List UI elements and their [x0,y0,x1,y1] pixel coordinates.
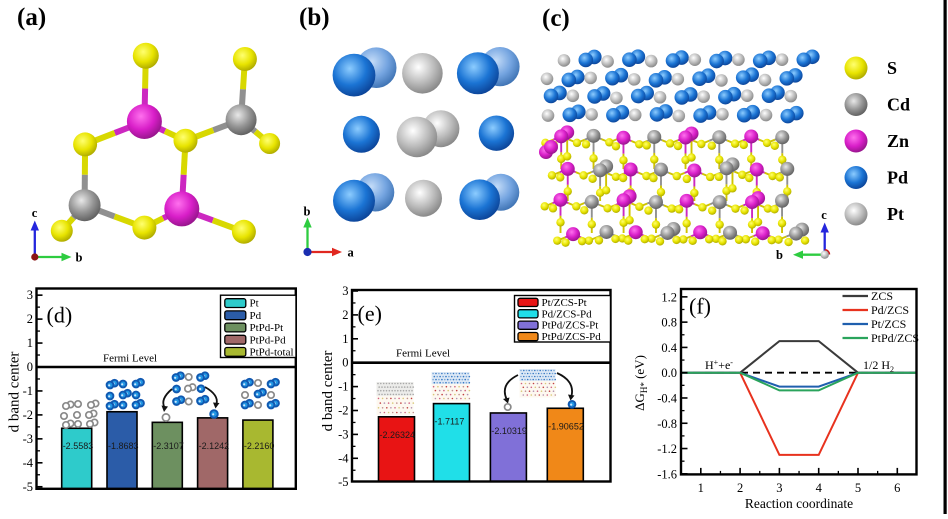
svg-text:(a): (a) [17,4,46,31]
svg-text:3: 3 [342,284,348,298]
svg-text:-3: -3 [23,432,33,446]
svg-text:-1.7117: -1.7117 [435,417,465,427]
svg-text:0: 0 [342,356,348,370]
svg-text:Zn: Zn [887,131,909,151]
svg-text:b: b [304,205,311,219]
svg-text:PtPd-Pt: PtPd-Pt [250,322,284,334]
svg-text:PtPd/ZCS-Pd: PtPd/ZCS-Pd [542,331,602,343]
svg-text:S: S [887,58,897,78]
svg-text:(f): (f) [689,294,711,319]
svg-text:-1.2: -1.2 [657,442,677,456]
svg-text:d band center: d band center [320,351,336,432]
svg-text:Pd: Pd [887,168,908,188]
svg-text:-2: -2 [23,408,33,422]
svg-text:2: 2 [737,481,743,495]
svg-text:-1.6: -1.6 [657,467,677,481]
svg-text:0: 0 [27,360,33,374]
svg-text:PtPd-Pd: PtPd-Pd [250,334,287,346]
svg-text:0.4: 0.4 [661,341,677,355]
svg-text:PtPd/ZCS: PtPd/ZCS [871,331,919,345]
svg-text:Cd: Cd [887,95,910,115]
svg-text:-5: -5 [338,475,348,489]
svg-text:c: c [32,206,38,220]
svg-text:ZCS: ZCS [871,289,893,303]
svg-text:1: 1 [698,481,704,495]
svg-text:PtPd/ZCS-Pt: PtPd/ZCS-Pt [542,320,599,332]
svg-text:0.8: 0.8 [661,316,677,330]
svg-text:6: 6 [894,481,900,495]
svg-text:Pt/ZCS: Pt/ZCS [871,317,906,331]
svg-text:-3: -3 [338,427,348,441]
svg-text:Reaction coordinate: Reaction coordinate [745,496,853,511]
svg-text:1: 1 [342,332,348,346]
svg-text:Pd/ZCS-Pd: Pd/ZCS-Pd [542,308,593,320]
svg-text:(d): (d) [47,303,73,328]
svg-text:-1: -1 [338,380,348,394]
svg-text:3: 3 [776,481,782,495]
svg-text:-1.8683: -1.8683 [108,441,139,451]
svg-text:-4: -4 [338,451,349,465]
svg-text:-4: -4 [23,456,34,470]
svg-text:b: b [776,248,783,262]
svg-text:2: 2 [342,308,348,322]
svg-text:Pt: Pt [250,298,259,310]
svg-text:-1.90652: -1.90652 [548,421,584,431]
svg-text:-2.3107: -2.3107 [153,441,184,451]
svg-text:-2.1242: -2.1242 [199,441,230,451]
svg-text:1.2: 1.2 [661,290,677,304]
svg-text:-5: -5 [23,480,33,494]
svg-text:b: b [76,251,83,265]
svg-text:-2.2160: -2.2160 [244,441,275,451]
svg-text:Fermi Level: Fermi Level [396,348,450,360]
svg-text:d band center: d band center [7,352,23,433]
svg-text:Pt/ZCS-Pt: Pt/ZCS-Pt [542,297,587,309]
svg-text:H++e-: H++e- [705,358,733,372]
svg-text:3: 3 [27,288,33,302]
svg-text:Fermi Level: Fermi Level [103,353,157,365]
svg-text:1/2 H2: 1/2 H2 [863,358,894,374]
svg-text:a: a [348,246,355,260]
svg-text:-2.5583: -2.5583 [63,441,94,451]
svg-text:2: 2 [27,312,33,326]
svg-text:ΔGH* (eV): ΔGH* (eV) [632,355,649,411]
svg-text:(b): (b) [299,4,330,31]
svg-text:5: 5 [855,481,861,495]
svg-text:-0.8: -0.8 [657,417,677,431]
svg-text:1: 1 [27,336,33,350]
svg-text:Pd: Pd [250,310,262,322]
svg-text:-2.26324: -2.26324 [380,430,416,440]
svg-text:-0.4: -0.4 [657,392,678,406]
svg-text:0.0: 0.0 [661,366,677,380]
svg-text:Pd/ZCS: Pd/ZCS [871,303,909,317]
svg-text:(c): (c) [542,5,570,32]
svg-text:-1: -1 [23,384,33,398]
svg-text:Pt: Pt [887,204,904,224]
svg-text:-2: -2 [338,404,348,418]
svg-text:-2.10319: -2.10319 [491,426,527,436]
svg-text:(e): (e) [358,301,382,326]
svg-text:c: c [821,208,827,222]
svg-text:PtPd-total: PtPd-total [250,347,294,359]
svg-text:4: 4 [816,481,823,495]
